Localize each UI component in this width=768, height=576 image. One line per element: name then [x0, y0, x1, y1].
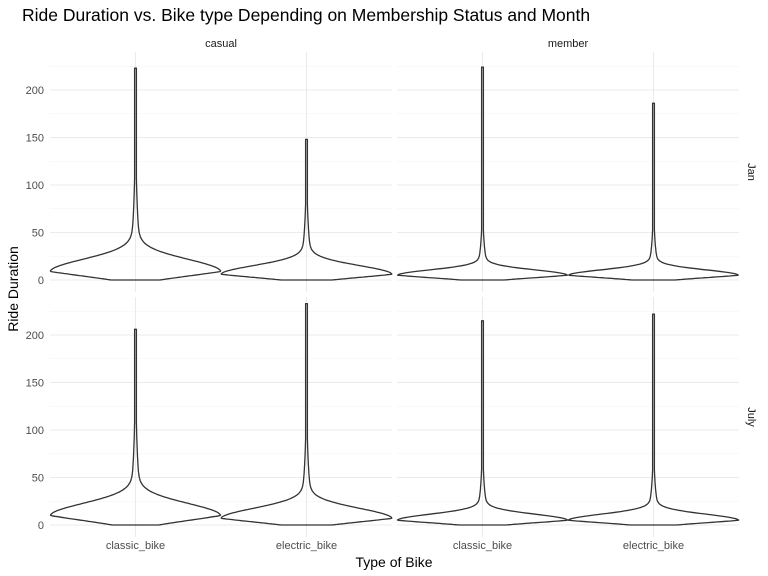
y-tick-label: 0: [38, 275, 44, 287]
y-tick-label: 50: [32, 473, 44, 485]
facet-panel-casual-july: 0 50 100 150 200 classic_bike electric_bike: [26, 297, 393, 552]
x-tick-label: classic_bike: [106, 540, 165, 552]
y-tick-label: 100: [26, 425, 44, 437]
facet-strip-column: casual: [205, 38, 237, 50]
x-axis-title: Type of Bike: [355, 554, 432, 570]
violin-electric_bike: [220, 138, 393, 281]
x-tick-label: electric_bike: [623, 540, 684, 552]
violin-classic_bike: [49, 328, 222, 526]
y-tick-label: 150: [26, 378, 44, 390]
facet-panel-member-jan: member Jan: [396, 38, 757, 292]
y-tick-label: 150: [26, 133, 44, 145]
facet-panels: 0 50 100 150 200 casual member Jan 0 50 100 150 200 c…: [26, 38, 757, 552]
y-tick-label: 100: [26, 180, 44, 192]
violin-electric_bike: [568, 102, 739, 281]
violin-classic_bike: [49, 67, 222, 281]
y-tick-label: 200: [26, 330, 44, 342]
facet-strip-row: Jan: [745, 163, 757, 181]
facet-panel-casual-jan: 0 50 100 150 200 casual: [26, 38, 393, 292]
facet-panel-member-july: classic_bike electric_bike July: [396, 297, 757, 552]
y-tick-label: 0: [38, 520, 44, 532]
y-tick-label: 200: [26, 85, 44, 97]
x-tick-label: classic_bike: [453, 540, 512, 552]
facet-strip-column: member: [548, 38, 589, 50]
y-axis-title: Ride Duration: [5, 246, 21, 332]
violin-classic_bike: [396, 66, 569, 281]
violin-classic_bike: [396, 320, 569, 526]
y-tick-label: 50: [32, 228, 44, 240]
violin-electric_bike: [220, 302, 393, 526]
violin-electric_bike: [567, 313, 740, 526]
chart-title: Ride Duration vs. Bike type Depending on…: [22, 5, 590, 25]
x-tick-label: electric_bike: [276, 540, 337, 552]
facet-strip-row: July: [745, 407, 757, 427]
